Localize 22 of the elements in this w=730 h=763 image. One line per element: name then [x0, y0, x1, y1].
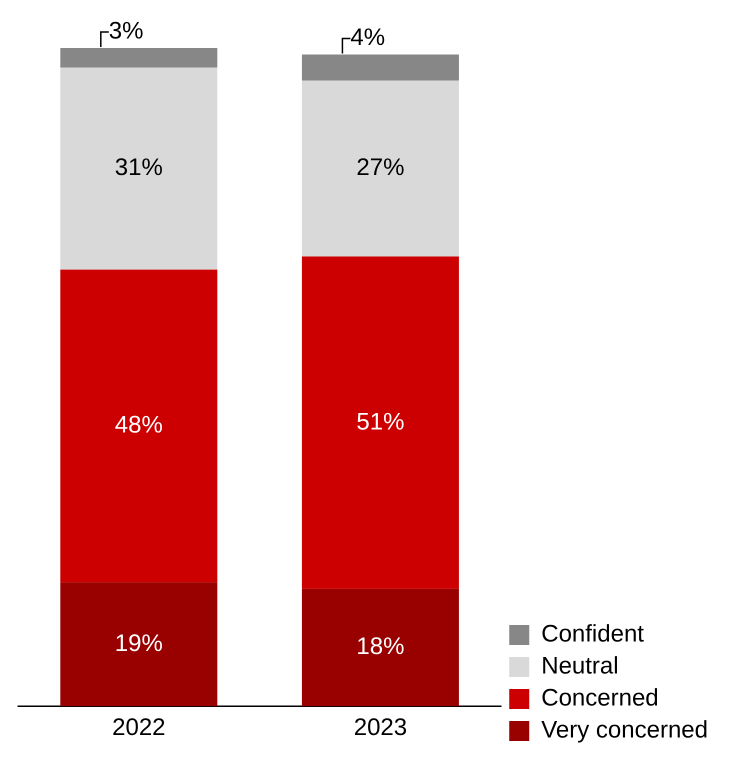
- bar: [60, 68, 218, 270]
- data-label: 51%: [356, 408, 404, 436]
- legend-label: Confident: [541, 620, 644, 648]
- x-tick-label: 2023: [354, 714, 408, 742]
- data-label: 18%: [356, 633, 404, 660]
- data-label: 3%: [108, 18, 144, 45]
- legend-label: Very concerned: [541, 716, 708, 744]
- bar: [60, 48, 218, 68]
- bar: [302, 588, 459, 706]
- data-label: 31%: [114, 154, 163, 182]
- data-label: 48%: [114, 412, 163, 439]
- data-label: 27%: [356, 154, 404, 182]
- bar: [302, 80, 459, 257]
- bar: [60, 582, 218, 706]
- legend-label: Concerned: [541, 684, 659, 712]
- bar: [302, 256, 459, 589]
- bar: [60, 270, 218, 582]
- legend-label: Neutral: [541, 652, 619, 680]
- data-label: 19%: [114, 630, 163, 657]
- bar: [302, 54, 459, 81]
- x-tick-label: 2022: [112, 714, 166, 742]
- data-label: 4%: [350, 24, 386, 52]
